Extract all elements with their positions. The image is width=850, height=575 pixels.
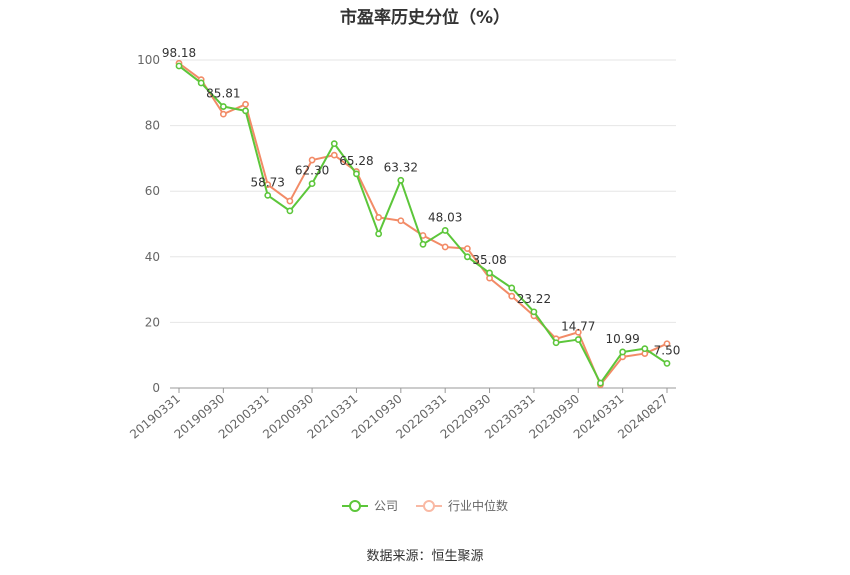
data-point: [419, 240, 427, 248]
data-point: [441, 243, 449, 251]
legend: 公司 行业中位数: [0, 497, 850, 514]
legend-company-label: 公司: [373, 499, 398, 513]
data-point: [242, 107, 249, 115]
data-label: 23.22: [517, 292, 551, 306]
data-point: [641, 345, 649, 353]
data-point: [574, 328, 582, 336]
axis-layer: 0204060801002019033120190930202003312020…: [127, 53, 676, 442]
legend-item-company[interactable]: 公司: [341, 497, 398, 514]
data-label: 98.18: [162, 46, 196, 60]
line-chart: 0204060801002019033120190930202003312020…: [127, 46, 681, 442]
data-point: [463, 253, 471, 261]
data-point: [219, 103, 227, 110]
data-point: [508, 284, 516, 292]
series-line: [178, 62, 668, 386]
data-label-layer: 98.18 85.81 58.73 62.30 65.28 63.32 48.03 35.08…: [162, 46, 681, 357]
data-point: [463, 245, 471, 252]
legend-company-marker: [341, 499, 368, 513]
data-label: 35.08: [472, 253, 506, 267]
y-tick-label: 60: [145, 184, 160, 198]
data-label: 7.50: [654, 343, 681, 357]
data-point: [308, 156, 316, 164]
data-label: 58.73: [251, 175, 285, 189]
series-line: [178, 65, 668, 385]
data-point: [219, 110, 227, 118]
y-tick-label: 20: [145, 315, 160, 329]
legend-item-industry[interactable]: 行业中位数: [416, 497, 508, 514]
y-tick-label: 40: [145, 250, 160, 264]
y-tick-label: 80: [145, 119, 160, 133]
legend-industry-label: 行业中位数: [448, 499, 509, 513]
legend-industry-marker: [416, 499, 442, 513]
data-point: [597, 379, 604, 387]
data-point: [308, 180, 316, 188]
data-point: [508, 292, 516, 300]
data-point: [242, 100, 249, 108]
y-tick-label: 0: [152, 381, 160, 395]
data-point: [397, 217, 405, 225]
data-point: [375, 214, 383, 221]
data-label: 48.03: [428, 210, 462, 224]
data-point: [530, 308, 538, 316]
data-point: [286, 207, 294, 215]
source-note: 数据来源：恒生聚源: [366, 549, 484, 564]
data-label: 63.32: [384, 160, 418, 174]
series-industry: [175, 59, 671, 389]
data-label: 14.77: [561, 320, 595, 334]
data-point: [486, 269, 493, 277]
data-label: 65.28: [339, 154, 373, 168]
data-point: [264, 191, 272, 199]
data-point: [330, 151, 338, 159]
series-layer: [175, 59, 671, 389]
data-point: [663, 359, 671, 367]
data-label: 62.30: [295, 164, 329, 178]
chart-title: 市盈率历史分位（%）: [339, 8, 511, 28]
data-point: [175, 62, 183, 70]
data-point: [353, 170, 360, 178]
data-label: 85.81: [206, 87, 240, 101]
data-point: [330, 140, 338, 148]
data-label: 10.99: [605, 332, 639, 346]
series-company: [175, 62, 671, 387]
data-point: [286, 197, 294, 205]
data-point: [574, 336, 582, 343]
data-point: [663, 340, 671, 348]
data-point: [441, 227, 449, 234]
data-point: [619, 348, 627, 356]
data-point: [197, 79, 205, 87]
y-tick-label: 100: [137, 53, 160, 67]
data-point: [375, 230, 383, 238]
data-point: [552, 339, 560, 347]
data-point: [397, 176, 405, 184]
